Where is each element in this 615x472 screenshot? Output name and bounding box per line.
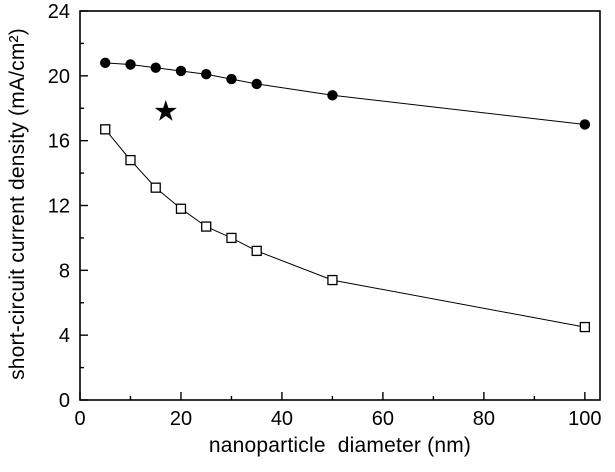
y-tick-label: 12 xyxy=(48,196,70,218)
x-tick-label: 20 xyxy=(170,408,192,430)
data-point-circle xyxy=(251,78,262,90)
data-point-circle xyxy=(175,65,187,77)
data-point-circle xyxy=(226,73,237,85)
y-tick-label: 16 xyxy=(48,131,70,153)
data-point-square xyxy=(125,154,136,166)
axis-ticks xyxy=(79,10,586,401)
y-tick-label: 0 xyxy=(59,390,70,412)
data-point-square xyxy=(150,182,161,193)
data-point-circle xyxy=(125,59,136,70)
tick-labels: 0 20 40 60 80 100 0 4 8 12 16 20 24 xyxy=(48,1,602,430)
x-tick-label: 0 xyxy=(74,408,85,430)
star-marker xyxy=(154,100,177,121)
y-tick-label: 20 xyxy=(48,66,70,88)
data-point-circle xyxy=(100,57,111,69)
y-tick-label: 8 xyxy=(59,260,70,282)
y-tick-label: 4 xyxy=(59,325,70,347)
data-point-circle xyxy=(327,90,338,101)
x-axis-label: nanoparticle diameter (nm) xyxy=(208,434,472,457)
data-point-square xyxy=(251,245,262,257)
data-point-square xyxy=(579,321,591,333)
data-point-circle xyxy=(201,69,212,80)
series-open-squares xyxy=(100,124,591,333)
x-tick-label: 40 xyxy=(271,408,293,430)
data-point-square xyxy=(100,124,111,135)
x-tick-label: 100 xyxy=(568,408,601,430)
x-tick-label: 80 xyxy=(473,408,495,430)
data-point-circle xyxy=(579,119,591,130)
data-point-square xyxy=(226,232,237,244)
data-point-circle xyxy=(150,62,161,73)
series-line xyxy=(104,128,585,328)
y-tick-label: 24 xyxy=(48,1,70,23)
data-point-square xyxy=(201,221,212,232)
series-filled-circles xyxy=(100,57,591,130)
x-tick-label: 60 xyxy=(372,408,394,430)
y-axis-label: short-circuit current density (mA/cm²) xyxy=(6,28,29,380)
data-point-square xyxy=(175,203,187,214)
data-point-square xyxy=(327,274,338,286)
